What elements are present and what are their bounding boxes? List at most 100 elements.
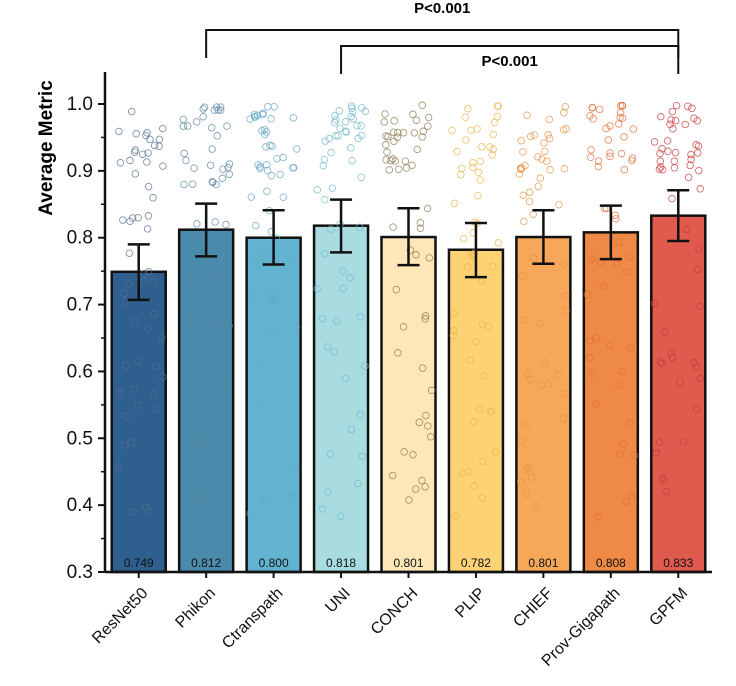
data-point: [349, 114, 357, 123]
data-point: [450, 326, 458, 335]
data-point: [219, 165, 227, 173]
data-point: [383, 148, 391, 157]
bar-resnet50: [110, 270, 167, 574]
data-point: [668, 107, 677, 116]
data-point: [207, 123, 216, 132]
data-point: [223, 122, 231, 130]
p-value-label: P<0.001: [414, 0, 470, 17]
data-point: [469, 163, 477, 172]
data-point: [116, 389, 124, 397]
data-point: [391, 157, 400, 165]
category-label: ResNet50: [89, 585, 151, 647]
data-point: [672, 101, 681, 110]
data-point: [331, 112, 339, 120]
data-point: [687, 150, 695, 159]
data-point: [263, 187, 271, 196]
data-point: [129, 507, 138, 516]
data-point: [466, 356, 474, 364]
data-point: [532, 502, 541, 510]
data-point: [341, 127, 350, 136]
data-point: [522, 490, 531, 498]
data-point: [463, 263, 472, 271]
data-point: [594, 513, 602, 521]
data-point: [145, 507, 153, 515]
data-point: [696, 374, 705, 383]
data-point: [696, 302, 704, 310]
data-point: [422, 411, 430, 420]
bar-phikon: [177, 228, 235, 574]
y-axis-title: Average Metric: [36, 80, 57, 216]
data-point: [348, 156, 356, 165]
bar-uni: [312, 224, 370, 574]
data-point: [225, 170, 234, 179]
bar-chief: [515, 235, 572, 574]
bar-prov-gigapath: [582, 231, 640, 574]
data-point: [254, 160, 262, 169]
category-label: UNI: [322, 585, 354, 617]
data-point: [143, 225, 152, 233]
data-point: [248, 291, 256, 299]
data-point: [140, 269, 148, 278]
data-point: [246, 115, 254, 123]
data-point: [427, 386, 436, 395]
data-point: [541, 147, 549, 156]
data-point: [461, 113, 470, 122]
data-point: [268, 326, 277, 335]
data-point: [469, 158, 477, 167]
data-point: [127, 438, 135, 447]
data-point: [620, 165, 629, 174]
data-point: [540, 139, 548, 147]
data-point: [144, 268, 153, 276]
data-point: [384, 133, 392, 141]
data-point: [157, 333, 166, 342]
data-point: [349, 107, 357, 116]
data-point: [412, 251, 420, 259]
data-point: [667, 116, 675, 124]
data-point: [419, 127, 428, 136]
data-point: [121, 441, 129, 449]
data-point: [254, 360, 263, 368]
data-point: [211, 274, 219, 283]
data-point: [470, 252, 478, 261]
data-point: [382, 156, 390, 164]
data-point: [592, 400, 600, 408]
data-point: [586, 337, 594, 345]
category-label: CHIEF: [510, 585, 556, 631]
value-label: 0.818: [326, 556, 356, 570]
data-point: [424, 122, 432, 130]
data-point: [210, 106, 219, 114]
data-point: [341, 374, 350, 383]
data-point: [390, 117, 398, 125]
value-label: 0.833: [663, 556, 693, 570]
data-point: [190, 164, 198, 172]
data-point: [142, 131, 150, 140]
data-point: [132, 130, 140, 138]
data-point: [124, 280, 133, 289]
data-point: [382, 141, 390, 149]
data-point: [692, 405, 701, 413]
data-point: [545, 115, 554, 124]
data-point: [259, 109, 267, 118]
value-label: 0.801: [393, 556, 423, 570]
data-point: [592, 334, 600, 342]
data-point: [327, 148, 335, 157]
data-point: [490, 118, 499, 127]
data-point: [530, 254, 538, 263]
data-point: [525, 188, 534, 196]
data-point: [149, 194, 157, 202]
data-point: [347, 102, 356, 110]
data-point: [684, 173, 693, 182]
data-point: [195, 439, 203, 448]
data-point: [469, 418, 478, 426]
significance-bracket: [205, 29, 680, 58]
data-point: [279, 153, 287, 162]
data-point: [328, 184, 337, 192]
data-point: [586, 153, 595, 162]
data-point: [424, 422, 432, 430]
data-point: [618, 367, 626, 376]
data-point: [267, 115, 275, 123]
data-point: [353, 121, 361, 130]
data-point: [687, 155, 695, 164]
data-point: [114, 463, 123, 471]
data-point: [692, 141, 700, 149]
